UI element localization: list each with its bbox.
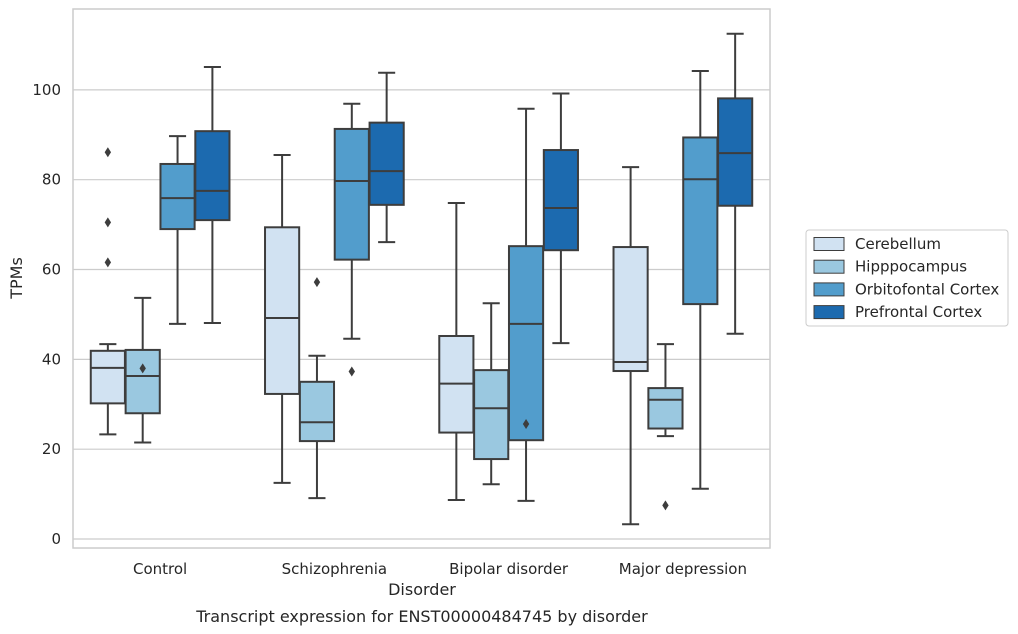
y-axis-title: TPMs (7, 257, 26, 300)
y-tick-label-20: 20 (42, 440, 61, 458)
box-0-0 (89, 147, 126, 436)
box-iqr (368, 121, 405, 206)
legend-swatch-2 (813, 282, 845, 297)
box-2-2 (507, 107, 545, 502)
legend-swatch-1 (813, 259, 845, 274)
y-tick-label-40: 40 (42, 350, 61, 368)
x-axis-title: Disorder (388, 580, 456, 599)
y-tick-label-100: 100 (32, 81, 61, 99)
box-1-3 (647, 343, 684, 511)
legend-swatch-3 (813, 305, 845, 320)
plot-frame (72, 8, 771, 549)
box-iqr (647, 387, 684, 430)
legend-label-3: Prefrontal Cortex (855, 303, 982, 321)
gridlines (73, 89, 770, 540)
box-iqr (542, 149, 579, 252)
box-iqr (612, 246, 649, 373)
box-3-2 (542, 92, 579, 345)
box-0-1 (264, 153, 301, 484)
box-iqr (124, 348, 161, 415)
box-iqr (333, 127, 370, 261)
outlier-point-0 (522, 419, 530, 430)
box-iqr (717, 97, 754, 207)
x-tick-labels: Control Schizophrenia Bipolar disorder Majo… (133, 560, 747, 578)
legend-label-0: Cerebellum (855, 235, 941, 253)
legend-box (805, 229, 1009, 327)
box-iqr (194, 130, 231, 222)
box-iqr (89, 349, 126, 405)
box-3-3 (717, 32, 754, 335)
y-tick-label-60: 60 (42, 261, 61, 279)
outlier-point-0 (313, 277, 321, 288)
outlier-point-1 (104, 217, 112, 228)
box-iqr (159, 162, 196, 231)
x-tick-label-0: Control (133, 560, 187, 578)
box-2-0 (159, 135, 196, 325)
outlier-point-0 (104, 257, 112, 268)
legend-label-1: Hipppocampus (855, 258, 967, 276)
box-1-0 (124, 296, 161, 444)
box-iqr (682, 136, 719, 306)
y-tick-label-80: 80 (42, 171, 61, 189)
y-tick-labels: 0 20 40 60 80 100 (32, 81, 61, 548)
box-iqr (264, 226, 301, 395)
outlier-point-0 (139, 363, 146, 374)
box-series (89, 32, 754, 526)
y-tick-label-0: 0 (51, 530, 61, 548)
box-0-2 (438, 202, 475, 501)
legend: Cerebellum Hipppocampus Orbitofontal Corte… (805, 229, 1009, 327)
box-3-1 (368, 71, 405, 244)
box-1-2 (473, 302, 510, 486)
box-1-1 (298, 277, 336, 500)
box-iqr (298, 380, 336, 443)
legend-swatch-0 (813, 237, 845, 251)
outlier-point-0 (662, 500, 669, 511)
outlier-point-0 (348, 366, 355, 377)
box-iqr (473, 369, 510, 461)
box-iqr (507, 245, 545, 442)
x-tick-label-2: Bipolar disorder (449, 560, 569, 578)
x-tick-label-1: Schizophrenia (282, 560, 387, 578)
x-tick-label-3: Major depression (619, 560, 747, 578)
box-2-3 (682, 69, 719, 490)
outlier-point-2 (104, 147, 112, 158)
box-0-3 (612, 166, 649, 526)
box-3-0 (194, 65, 231, 324)
chart-caption: Transcript expression for ENST0000048474… (195, 607, 648, 626)
legend-label-2: Orbitofontal Cortex (855, 280, 999, 298)
